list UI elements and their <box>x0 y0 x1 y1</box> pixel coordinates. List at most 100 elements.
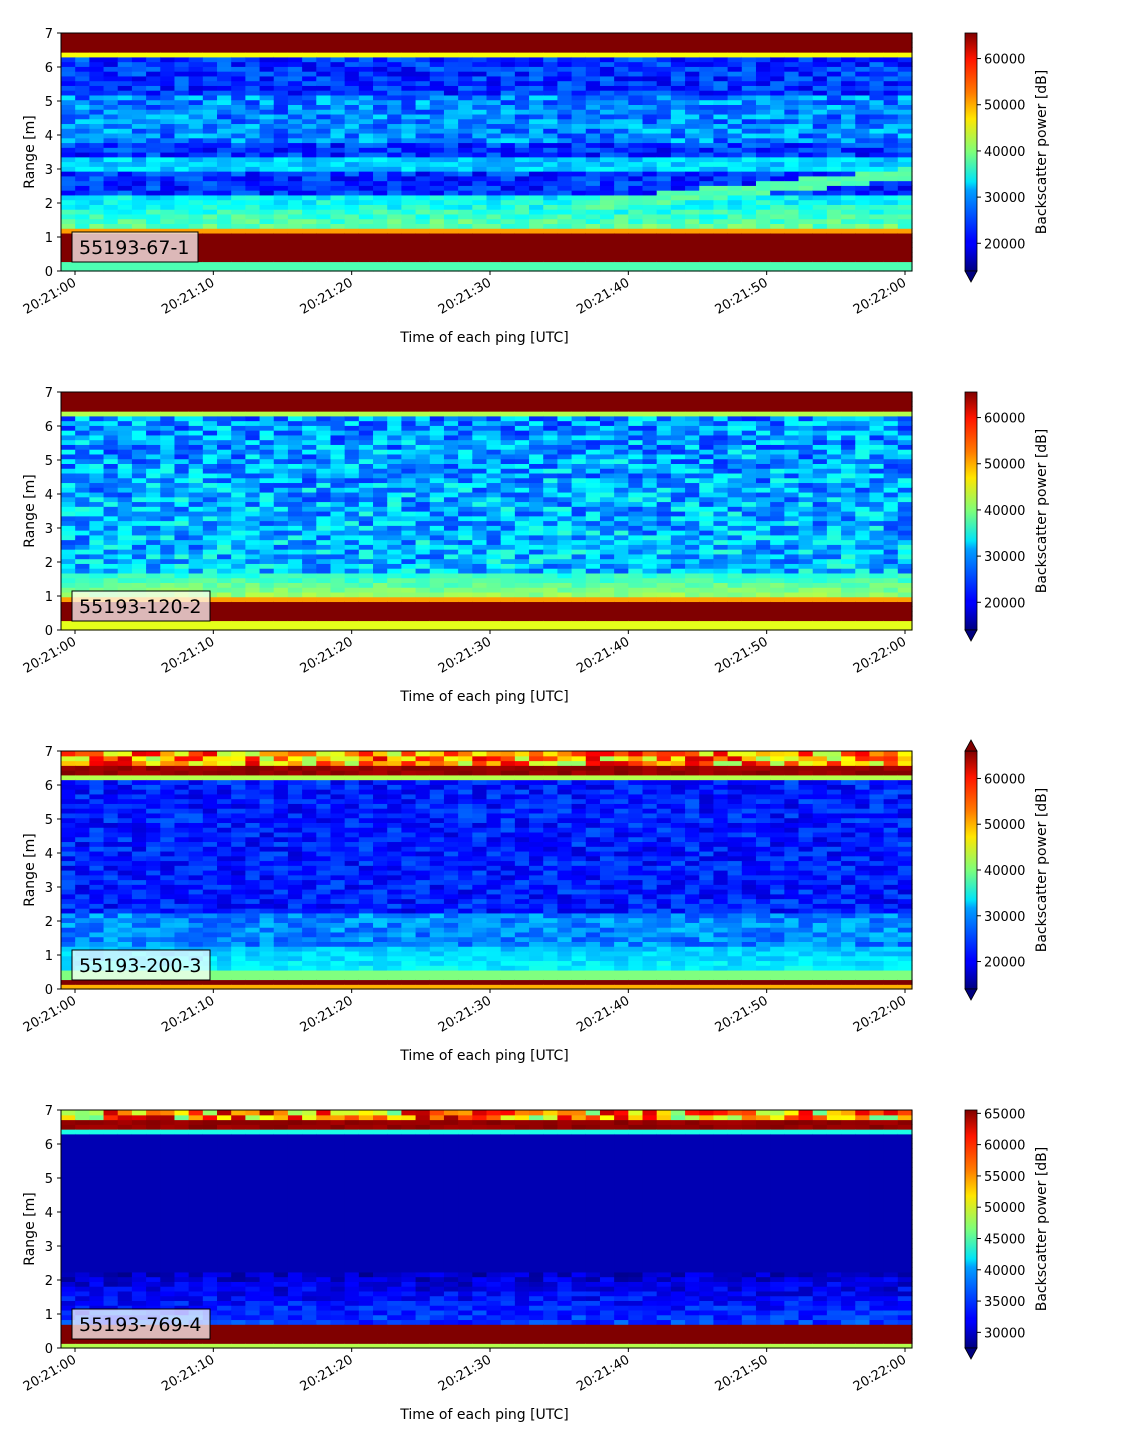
heatmap-cell <box>188 406 204 412</box>
heatmap-cell <box>358 47 374 53</box>
heatmap-cell <box>443 411 459 417</box>
heatmap-cell <box>599 66 615 72</box>
heatmap-cell <box>571 453 587 460</box>
heatmap-cell <box>217 444 232 450</box>
heatmap-cell <box>557 582 573 588</box>
heatmap-cell <box>245 610 261 617</box>
heatmap-cell <box>458 213 473 220</box>
heatmap-cell <box>131 577 147 583</box>
heatmap-cell <box>812 228 828 234</box>
heatmap-cell <box>543 506 559 512</box>
heatmap-cell <box>146 228 161 234</box>
heatmap-cell <box>259 491 275 498</box>
heatmap-cell <box>387 506 402 512</box>
heatmap-cell <box>415 577 431 583</box>
heatmap-cell <box>188 501 204 507</box>
heatmap-cell <box>330 161 346 167</box>
heatmap-cell <box>401 491 417 498</box>
heatmap-cell <box>330 56 346 63</box>
heatmap-cell <box>798 180 814 186</box>
heatmap-cell <box>571 525 587 531</box>
heatmap-cell <box>287 99 303 105</box>
heatmap-cell <box>146 266 161 272</box>
heatmap-cell <box>741 161 757 167</box>
heatmap-cell <box>344 434 360 441</box>
heatmap-cell <box>344 261 360 267</box>
heatmap-cell <box>89 94 105 101</box>
heatmap-cell <box>571 549 587 555</box>
heatmap-cell <box>202 223 218 229</box>
heatmap-cell <box>245 568 261 574</box>
heatmap-cell <box>259 544 275 550</box>
heatmap-cell <box>812 152 828 158</box>
heatmap-cell <box>500 453 516 460</box>
heatmap-cell <box>273 463 289 469</box>
heatmap-cell <box>571 458 587 464</box>
heatmap-cell <box>685 194 700 201</box>
heatmap-cell <box>401 406 417 412</box>
heatmap-cell <box>287 218 303 224</box>
heatmap-cell <box>770 213 785 220</box>
heatmap-cell <box>415 430 431 436</box>
heatmap-cell <box>245 261 261 267</box>
heatmap-cell <box>174 228 190 234</box>
heatmap-cell <box>387 591 402 598</box>
heatmap-cell <box>415 223 431 229</box>
heatmap-cell <box>75 458 90 464</box>
heatmap-cell <box>401 47 417 53</box>
heatmap-cell <box>543 109 559 115</box>
heatmap-cell <box>61 453 76 460</box>
heatmap-cell <box>259 194 275 201</box>
heatmap-cell <box>458 152 473 158</box>
y-tick-label: 5 <box>45 95 53 110</box>
heatmap-cell <box>103 218 119 224</box>
heatmap-cell <box>131 468 147 474</box>
heatmap-cell <box>543 56 559 63</box>
heatmap-cell <box>273 596 289 603</box>
heatmap-cell <box>429 477 445 484</box>
heatmap-cell <box>287 496 303 503</box>
heatmap-cell <box>571 147 587 153</box>
heatmap-cell <box>231 71 246 77</box>
heatmap-cell <box>486 52 502 58</box>
heatmap-cell <box>869 180 885 186</box>
heatmap-cell <box>330 515 346 522</box>
heatmap-cell <box>897 171 913 177</box>
heatmap-cell <box>316 582 332 588</box>
heatmap-cell <box>798 142 814 148</box>
heatmap-cell <box>202 558 218 564</box>
heatmap-cell <box>458 37 473 44</box>
heatmap-cell <box>231 534 246 541</box>
heatmap-cell <box>401 242 417 248</box>
heatmap-cell <box>273 94 289 101</box>
heatmap-cell <box>585 99 601 105</box>
heatmap-cell <box>316 61 332 67</box>
heatmap-cell <box>287 520 303 526</box>
heatmap-cell <box>529 472 544 479</box>
heatmap-cell <box>429 204 445 210</box>
sample-badge-box <box>71 231 199 263</box>
heatmap-cell <box>812 104 828 110</box>
heatmap-cell <box>486 109 502 115</box>
heatmap-cell <box>188 625 204 631</box>
heatmap-cell <box>429 185 445 191</box>
heatmap-cell <box>401 425 417 431</box>
heatmap-cell <box>755 194 771 201</box>
heatmap-cell <box>61 223 76 229</box>
heatmap-cell <box>699 42 715 48</box>
heatmap-cell <box>117 42 133 48</box>
heatmap-cell <box>202 534 218 541</box>
heatmap-cell <box>146 406 161 412</box>
heatmap-cell <box>727 175 743 182</box>
heatmap-cell <box>529 161 544 167</box>
heatmap-cell <box>529 591 544 598</box>
heatmap-cell <box>202 449 218 455</box>
heatmap-cell <box>798 56 814 63</box>
heatmap-cell <box>585 42 601 48</box>
heatmap-cell <box>699 80 715 86</box>
heatmap-cell <box>75 42 90 48</box>
heatmap-cell <box>245 204 261 210</box>
heatmap-cell <box>869 261 885 267</box>
heatmap-cell <box>826 166 842 172</box>
heatmap-cell <box>217 525 232 531</box>
